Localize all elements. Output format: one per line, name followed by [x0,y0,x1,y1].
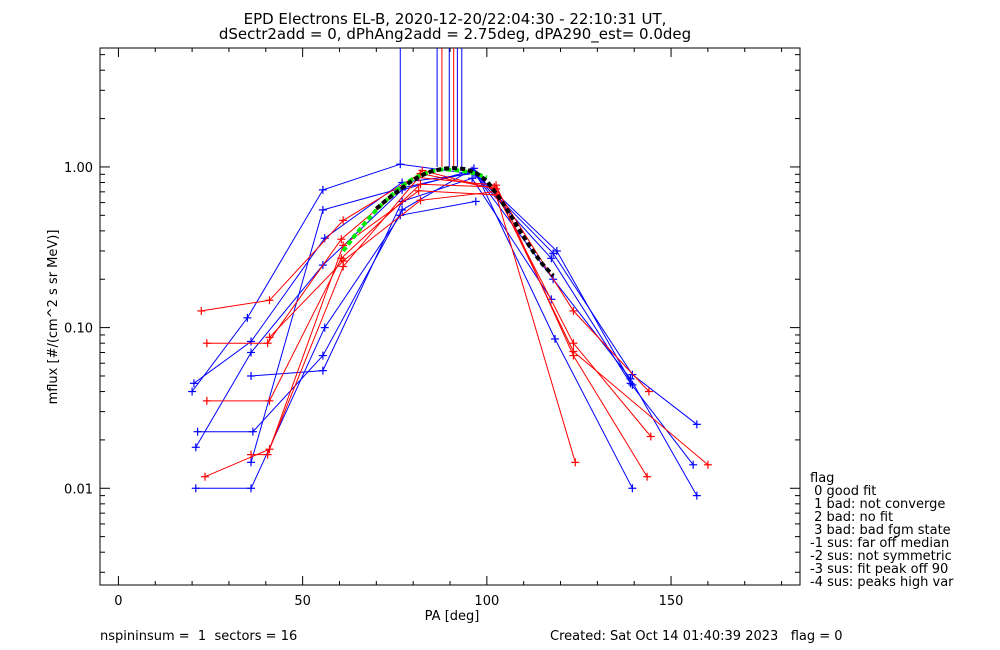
data-point [320,323,329,332]
data-point [703,460,712,469]
y-tick-label: 0.10 [64,322,93,337]
data-point [492,181,501,190]
fit-curves [341,165,555,278]
data-point [628,484,637,493]
legend-item: -4 sus: peaks high var [810,575,954,590]
data-point [193,427,202,436]
data-point [339,216,348,225]
data-point [416,196,425,205]
flag-legend: flag 0 good fit 1 bad: not converge 2 ba… [810,471,954,590]
data-point [191,443,200,452]
data-point [263,450,272,459]
data-point [571,458,580,467]
data-point [414,186,423,195]
y-tick-label: 1.00 [64,161,93,176]
series-line [204,176,648,478]
data-point [263,339,272,348]
legend-item: -3 sus: fit peak off 90 [810,562,948,577]
x-axis-label: PA [deg] [425,609,480,624]
data-point [416,180,425,189]
data-point [644,387,653,396]
data-point [318,366,327,375]
series-line [193,172,694,466]
vertical-lines [399,48,463,167]
data-point [247,337,256,346]
data-point [552,246,561,255]
data-point [265,296,274,305]
data-point [396,160,405,169]
legend-item: 2 bad: no fit [810,510,893,525]
data-point [189,379,198,388]
data-point [247,371,256,380]
series-line [197,167,633,489]
data-point [247,348,256,357]
data-point [188,387,197,396]
y-tick-label: 0.01 [64,482,93,497]
footer-right: Created: Sat Oct 14 01:40:39 2023 flag =… [550,629,843,644]
data-series [188,160,712,500]
data-point [692,491,701,500]
data-point [547,254,556,263]
fit-curve [374,165,555,278]
data-point [396,211,405,220]
y-axis-label: mflux [#/(cm^2 s sr MeV)] [46,230,61,405]
legend-item: 3 bad: bad fgm state [810,523,951,538]
data-point [569,339,578,348]
data-point [318,205,327,214]
x-tick-label: 50 [294,594,311,609]
data-point [318,351,327,360]
footer-left: nspininsum = 1 sectors = 16 [100,629,297,644]
data-point [318,185,327,194]
data-point [197,306,206,315]
axes: 0 50 100 150 0.01 0.10 1.00 [64,48,800,609]
fit-curve [341,167,488,253]
data-point [201,472,209,481]
series-line [195,200,476,489]
legend-item: -1 sus: far off median [810,536,949,551]
data-point [569,306,578,315]
data-point [471,197,480,206]
data-point [202,339,211,348]
plot-frame [99,47,801,586]
data-point [339,256,348,265]
data-point [689,460,698,469]
data-point [628,370,637,379]
data-point [243,313,252,322]
legend-title: flag [810,471,834,486]
series-line [269,191,495,338]
data-point [468,174,477,183]
data-point [628,380,637,389]
data-point [643,472,652,481]
legend-item: 1 bad: not converge [810,497,945,512]
x-tick-label: 100 [474,594,499,609]
data-point [265,333,274,342]
data-point [569,351,578,360]
data-point [202,396,211,405]
x-tick-label: 0 [114,594,122,609]
data-point [337,235,346,244]
series-line [250,171,633,463]
x-tick-label: 150 [659,594,684,609]
data-point [191,484,200,493]
data-point [692,420,701,429]
legend-item: -2 sus: not symmetric [810,549,952,564]
data-point [248,427,257,436]
data-point [247,484,256,493]
data-point [551,334,559,343]
series-line [191,163,698,425]
chart-title-line2: dSectr2add = 0, dPhAng2add = 2.75deg, dP… [219,25,691,44]
data-point [398,205,407,214]
chart-title-line1: EPD Electrons EL-B, 2020-12-20/22:04:30 … [244,10,667,28]
data-point [247,450,256,459]
data-point [265,396,274,405]
legend-item: 0 good fit [810,484,876,499]
data-point [646,432,655,441]
data-point [247,458,256,467]
